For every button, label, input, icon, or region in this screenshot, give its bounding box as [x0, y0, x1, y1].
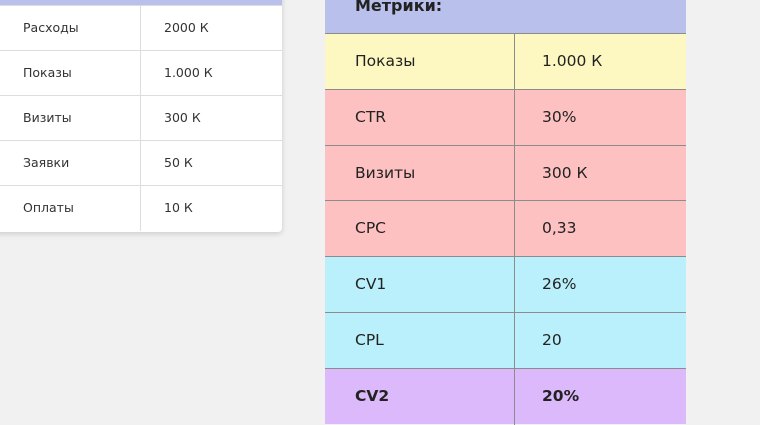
metric-value: 1.000 К	[542, 52, 603, 70]
card-header-strip	[0, 0, 282, 5]
row-label: Оплаты	[23, 200, 74, 215]
row-value: 300 К	[164, 110, 201, 125]
row-label: Заявки	[23, 155, 70, 170]
table-row: Расходы 2000 К	[0, 5, 282, 51]
column-divider	[140, 6, 141, 51]
metric-label: CPC	[355, 219, 386, 238]
metric-row: CTR 30%	[325, 88, 686, 146]
metric-label: Визиты	[355, 163, 416, 182]
column-divider	[514, 313, 515, 369]
row-label: Расходы	[23, 20, 79, 35]
metric-value: 0,33	[542, 219, 577, 238]
metrics-header: Метрики:	[325, 0, 686, 33]
column-divider	[514, 257, 515, 314]
table-row: Показы 1.000 К	[0, 50, 282, 96]
metric-row: CV1 26%	[325, 256, 686, 314]
metric-row: CPL 20	[325, 312, 686, 369]
page: Расходы 2000 К Показы 1.000 К Визиты 300 К Зая…	[0, 0, 686, 425]
row-value: 2000 К	[164, 20, 209, 35]
column-divider	[140, 141, 141, 186]
column-divider	[140, 96, 141, 141]
header-text: Метрики:	[355, 0, 443, 15]
column-divider	[140, 186, 141, 231]
metrics-table: Метрики: Показы 1.000 К CTR 30% Визиты 300 К C…	[325, 0, 686, 425]
metric-label: CPL	[355, 331, 384, 349]
metric-label: CV1	[355, 275, 387, 294]
metric-value: 26%	[542, 275, 577, 294]
column-divider	[514, 368, 515, 425]
column-divider	[514, 34, 515, 90]
metric-label: CTR	[355, 107, 387, 126]
metric-value: 20	[542, 331, 562, 349]
column-divider	[514, 145, 515, 202]
metric-row: CV2 20%	[325, 367, 686, 425]
row-label: Показы	[23, 65, 72, 80]
table-row: Оплаты 10 К	[0, 185, 282, 231]
metric-label: CV2	[355, 386, 390, 405]
metric-value: 30%	[542, 107, 577, 126]
column-divider	[140, 51, 141, 96]
row-value: 1.000 К	[164, 65, 213, 80]
table-row: Заявки 50 К	[0, 140, 282, 186]
table-row: Визиты 300 К	[0, 95, 282, 141]
column-divider	[514, 89, 515, 146]
metric-row: Визиты 300 К	[325, 144, 686, 202]
metric-row: CPC 0,33	[325, 200, 686, 258]
metric-label: Показы	[355, 52, 416, 70]
column-divider	[514, 201, 515, 258]
funnel-card: Расходы 2000 К Показы 1.000 К Визиты 300 К Зая…	[0, 0, 282, 232]
row-label: Визиты	[23, 110, 72, 125]
row-value: 50 К	[164, 155, 193, 170]
metric-value: 20%	[542, 386, 580, 405]
row-value: 10 К	[164, 200, 193, 215]
metric-value: 300 К	[542, 163, 588, 182]
metric-row: Показы 1.000 К	[325, 33, 686, 90]
